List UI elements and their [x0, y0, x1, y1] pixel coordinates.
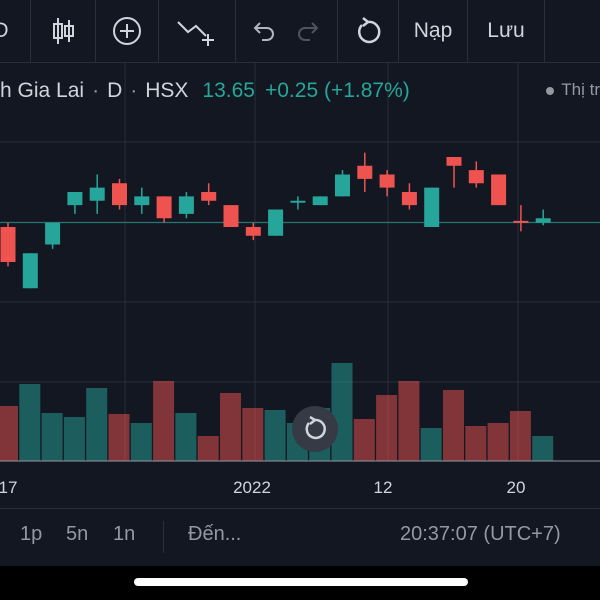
volume-bar — [86, 388, 108, 461]
undo-button[interactable] — [240, 0, 286, 62]
price-chart[interactable] — [0, 62, 600, 508]
candle-body — [156, 196, 172, 219]
volume-bar — [197, 436, 219, 461]
candle-body — [357, 165, 373, 179]
candle-body — [245, 227, 261, 236]
market-status-label: Thị tr — [561, 80, 600, 99]
last-price: 13.65 — [202, 79, 255, 102]
volume-bar — [443, 390, 464, 461]
volume-bar — [376, 395, 398, 461]
add-indicator-button[interactable] — [96, 0, 158, 62]
x-tick-label: 12 — [373, 478, 393, 497]
compare-button[interactable] — [159, 0, 235, 62]
volume-bar — [19, 384, 41, 461]
volume-bar — [264, 410, 286, 461]
exchange-label: HSX — [145, 79, 189, 102]
status-dot-icon — [546, 86, 555, 95]
candle-body — [223, 205, 239, 227]
volume-bar — [153, 381, 175, 461]
candle-body — [335, 174, 350, 197]
compare-icon — [177, 21, 214, 46]
volume-bar — [331, 363, 353, 461]
redo-icon — [298, 22, 319, 41]
price-change: +0.25 (+1.87%) — [264, 79, 410, 102]
volume-bar — [0, 406, 18, 461]
volume-bar — [41, 413, 63, 461]
market-status[interactable]: Thị tr — [546, 80, 600, 100]
x-tick-label: 17 — [0, 478, 18, 497]
candle-body — [379, 174, 395, 188]
symbol-search-button[interactable]: D — [0, 19, 9, 42]
candle-body — [201, 192, 217, 201]
candle-body — [134, 196, 150, 206]
candle-body — [290, 200, 306, 203]
symbol-name: h Gia Lai — [0, 79, 85, 102]
volume-bar — [242, 408, 264, 461]
range-1p-button[interactable]: 1p — [20, 523, 43, 545]
candle-body — [67, 192, 83, 206]
candle-body — [112, 183, 127, 206]
x-tick-label: 2022 — [233, 478, 271, 497]
divider — [163, 521, 164, 553]
volume-bar — [108, 414, 130, 461]
volume-bar — [220, 393, 241, 461]
candles-icon — [53, 18, 74, 44]
candle-body — [424, 187, 440, 227]
volume-bar — [487, 423, 509, 461]
candle-body — [178, 196, 194, 214]
volume-bar — [420, 428, 442, 461]
candle-body — [0, 227, 16, 262]
goto-date-button[interactable]: Đến... — [188, 523, 242, 545]
save-layout-button[interactable]: Lưu — [468, 0, 544, 62]
candle-body — [491, 174, 507, 206]
load-label: Nạp — [413, 19, 453, 42]
range-1n-button[interactable]: 1n — [113, 523, 136, 545]
load-layout-button[interactable]: Nạp — [399, 0, 467, 62]
candle-body — [446, 157, 462, 166]
volume-bar — [398, 381, 420, 461]
symbol-legend[interactable]: h Gia Lai · D · HSX 13.65 +0.25 (+1.87%) — [0, 79, 410, 102]
candle-body — [468, 170, 484, 184]
volume-bar — [465, 426, 487, 461]
candle-body — [22, 253, 38, 289]
x-tick-label: 20 — [506, 478, 526, 497]
reset-chart-button[interactable] — [338, 0, 398, 62]
refresh-icon — [305, 416, 326, 440]
volume-bar — [175, 413, 197, 461]
chart-type-button[interactable] — [31, 0, 95, 62]
candle-body — [312, 196, 328, 206]
volume-bar — [130, 423, 152, 461]
candle-series — [0, 152, 551, 289]
redo-button[interactable] — [286, 0, 332, 62]
volume-bar — [63, 417, 85, 461]
candle-body — [401, 192, 417, 206]
volume-bar — [532, 436, 554, 461]
chart-grid — [0, 62, 600, 461]
timezone-clock[interactable]: 20:37:07 (UTC+7) — [400, 523, 561, 545]
range-5n-button[interactable]: 5n — [66, 523, 89, 545]
home-indicator[interactable] — [134, 578, 468, 586]
candle-body — [513, 220, 529, 223]
undo-icon — [253, 22, 274, 41]
interval-label: D — [107, 79, 123, 102]
range-bar: 1p 5n 1n Đến... 20:37:07 (UTC+7) — [0, 508, 600, 567]
candle-body — [89, 187, 105, 201]
candle-body — [535, 218, 551, 223]
volume-series — [0, 363, 554, 461]
plus-circle-icon — [113, 17, 141, 45]
volume-bar — [353, 419, 375, 461]
chart-toolbar: D — [0, 0, 600, 63]
candle-body — [45, 222, 61, 245]
refresh-icon — [357, 17, 381, 44]
scroll-to-realtime-button[interactable] — [292, 406, 338, 452]
candle-body — [268, 209, 284, 236]
volume-bar — [509, 411, 531, 461]
save-label: Lưu — [487, 19, 525, 42]
